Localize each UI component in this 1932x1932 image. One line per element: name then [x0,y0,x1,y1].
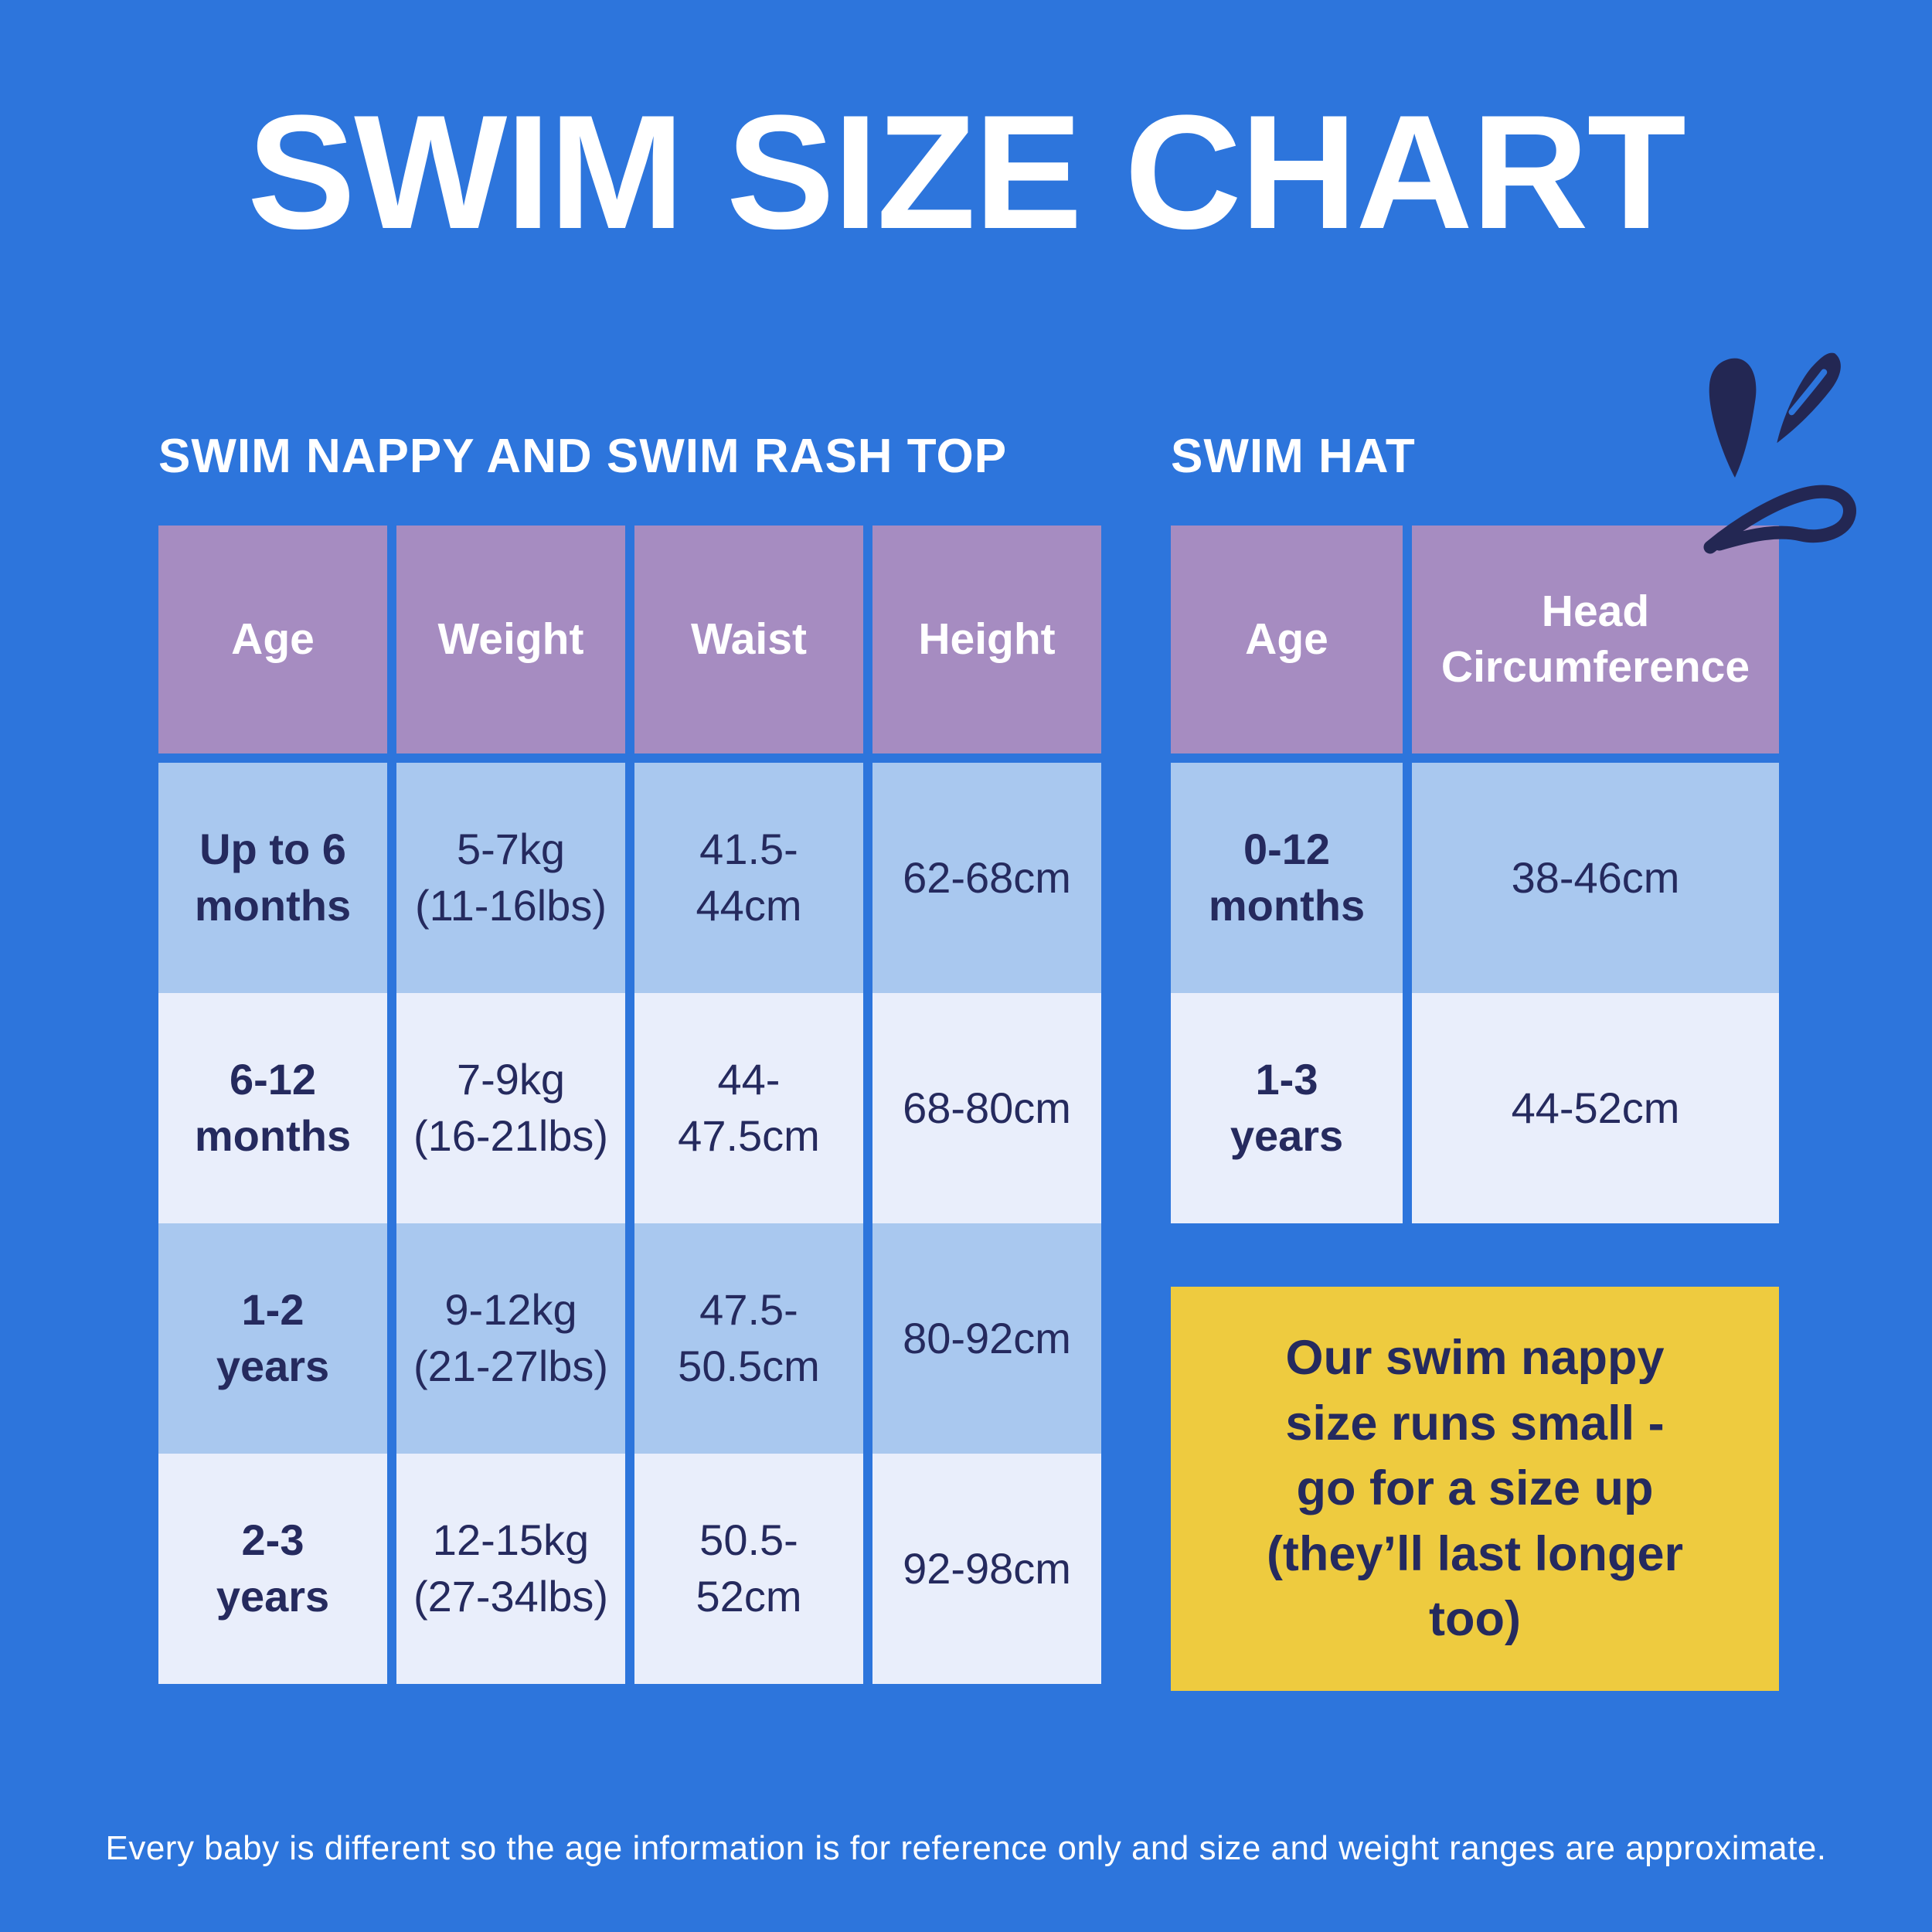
col-header-waist: Waist [634,526,863,753]
cell-hat-age-r2: 1-3 years [1171,993,1403,1223]
water-splash-doodle-icon [1703,352,1856,554]
cell-hat-circ-r1: 38-46cm [1412,763,1779,993]
nappy-rash-top-size-table: Age Weight Waist Height Up to 6 months 5… [158,526,1101,1684]
cell-height-r3: 80-92cm [872,1223,1101,1454]
cell-hat-age-r1: 0-12 months [1171,763,1403,993]
sizing-note-text: Our swim nappy size runs small - go for … [1266,1331,1684,1647]
cell-waist-r1: 41.5- 44cm [634,763,863,993]
cell-height-r2: 68-80cm [872,993,1101,1223]
section-label-nappy-rash-top: SWIM NAPPY AND SWIM RASH TOP [158,430,1008,483]
cell-age-r1: Up to 6 months [158,763,387,993]
cell-hat-circ-r2: 44-52cm [1412,993,1779,1223]
cell-waist-r2: 44- 47.5cm [634,993,863,1223]
cell-weight-r4: 12-15kg (27-34lbs) [396,1454,625,1684]
hat-table-body: 0-12 months 38-46cm 1-3 years 44-52cm [1171,763,1779,1223]
splash-drop-right [1777,352,1841,444]
swim-hat-size-table: Age Head Circumference 0-12 months 38-46… [1171,526,1779,1223]
footer-disclaimer: Every baby is different so the age infor… [105,1829,1827,1867]
splash-drop-highlight [1788,369,1828,416]
splash-drop-left [1709,358,1757,478]
page-title: SWIM SIZE CHART [247,81,1686,263]
hat-table-header-row: Age Head Circumference [1171,526,1779,753]
cell-age-r4: 2-3 years [158,1454,387,1684]
section-label-swim-hat: SWIM HAT [1171,430,1416,483]
col-header-age: Age [158,526,387,753]
col-header-hat-age: Age [1171,526,1403,753]
col-header-weight: Weight [396,526,625,753]
cell-weight-r1: 5-7kg (11-16lbs) [396,763,625,993]
cell-waist-r4: 50.5- 52cm [634,1454,863,1684]
cell-age-r3: 1-2 years [158,1223,387,1454]
col-header-height: Height [872,526,1101,753]
splash-loop [1703,485,1856,554]
nappy-table-body: Up to 6 months 5-7kg (11-16lbs) 41.5- 44… [158,763,1101,1684]
cell-waist-r3: 47.5- 50.5cm [634,1223,863,1454]
cell-height-r4: 92-98cm [872,1454,1101,1684]
nappy-table-header-row: Age Weight Waist Height [158,526,1101,753]
cell-age-r2: 6-12 months [158,993,387,1223]
sizing-note-box: Our swim nappy size runs small - go for … [1171,1287,1779,1691]
cell-weight-r2: 7-9kg (16-21lbs) [396,993,625,1223]
cell-weight-r3: 9-12kg (21-27lbs) [396,1223,625,1454]
cell-height-r1: 62-68cm [872,763,1101,993]
col-header-head-circumference: Head Circumference [1412,526,1779,753]
